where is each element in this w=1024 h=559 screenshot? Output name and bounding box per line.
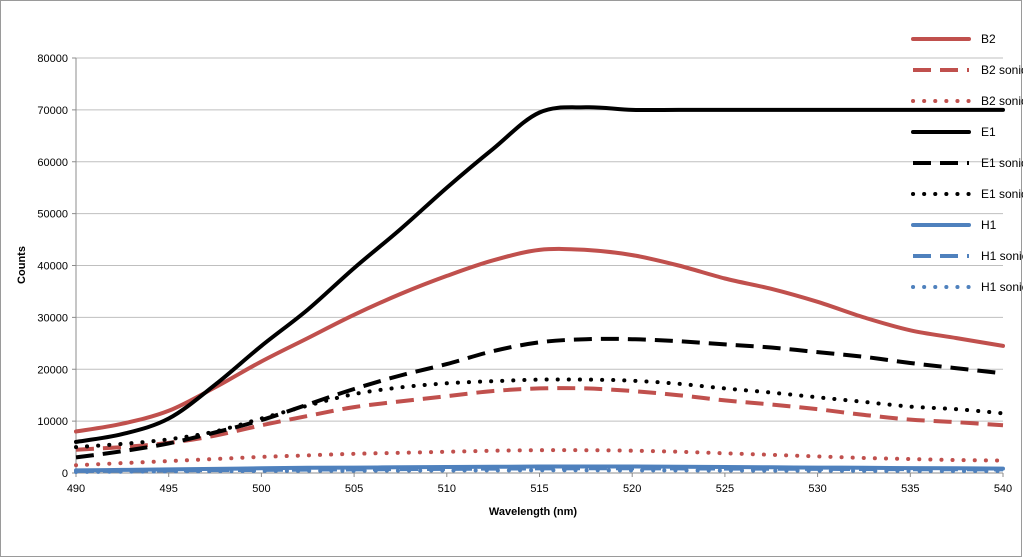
y-tick-label: 50000 [37, 209, 68, 221]
x-tick-label: 495 [160, 483, 178, 495]
series-line-e1-sonic1 [75, 336, 1004, 460]
y-axis-title: Counts [16, 246, 28, 284]
x-axis-title: Wavelength (nm) [489, 506, 578, 518]
series-line-b2 [74, 246, 1005, 434]
legend-label: B2 sonic2 [981, 94, 1023, 108]
y-tick-labels: 0 10000 20000 30000 40000 50000 60000 70000 8000… [37, 53, 68, 480]
x-tick-label: 520 [623, 483, 641, 495]
x-tick-labels: 490 495 500 505 510 515 520 525 530 535 540 [67, 483, 1012, 495]
legend-label: E1 [981, 125, 996, 139]
x-tick-label: 535 [901, 483, 919, 495]
legend-label: E1 sonic2 [981, 187, 1023, 201]
y-tick-label: 20000 [37, 364, 68, 376]
y-tick-label: 10000 [37, 416, 68, 428]
x-tick-label: 500 [252, 483, 270, 495]
x-tick-label: 490 [67, 483, 85, 495]
series-lines [74, 105, 1005, 474]
series-line-h1-sonic1 [75, 466, 1004, 473]
y-tick-label: 0 [62, 468, 68, 480]
legend-label: B2 [981, 32, 996, 46]
x-tick-label: 515 [530, 483, 548, 495]
series-line-b2-sonic1 [75, 386, 1004, 452]
gridlines [76, 57, 1003, 422]
x-tick-label: 525 [716, 483, 734, 495]
series-line-b2-sonic2 [74, 448, 1005, 468]
y-tick-label: 30000 [37, 312, 68, 324]
y-tick-label: 40000 [37, 261, 68, 273]
axes [72, 57, 1004, 477]
y-tick-label: 80000 [37, 53, 68, 65]
x-tick-label: 540 [994, 483, 1012, 495]
x-tick-label: 530 [808, 483, 826, 495]
x-tick-label: 510 [438, 483, 456, 495]
legend-label: B2 sonic1 [981, 63, 1023, 77]
series-line-e1 [74, 105, 1005, 444]
legend-label: E1 sonic1 [981, 156, 1023, 170]
x-tick-label: 505 [345, 483, 363, 495]
y-tick-label: 70000 [37, 105, 68, 117]
legend-label: H1 sonic1 [981, 249, 1023, 263]
legend: B2 B2 sonic1 B2 sonic2 E1 E1 sonic1 E1 sonic2… [911, 32, 1023, 294]
legend-label: H1 sonic2 [981, 280, 1023, 294]
legend-label: H1 [981, 218, 997, 232]
y-tick-label: 60000 [37, 157, 68, 169]
series-line-e1-sonic2 [74, 377, 1005, 450]
